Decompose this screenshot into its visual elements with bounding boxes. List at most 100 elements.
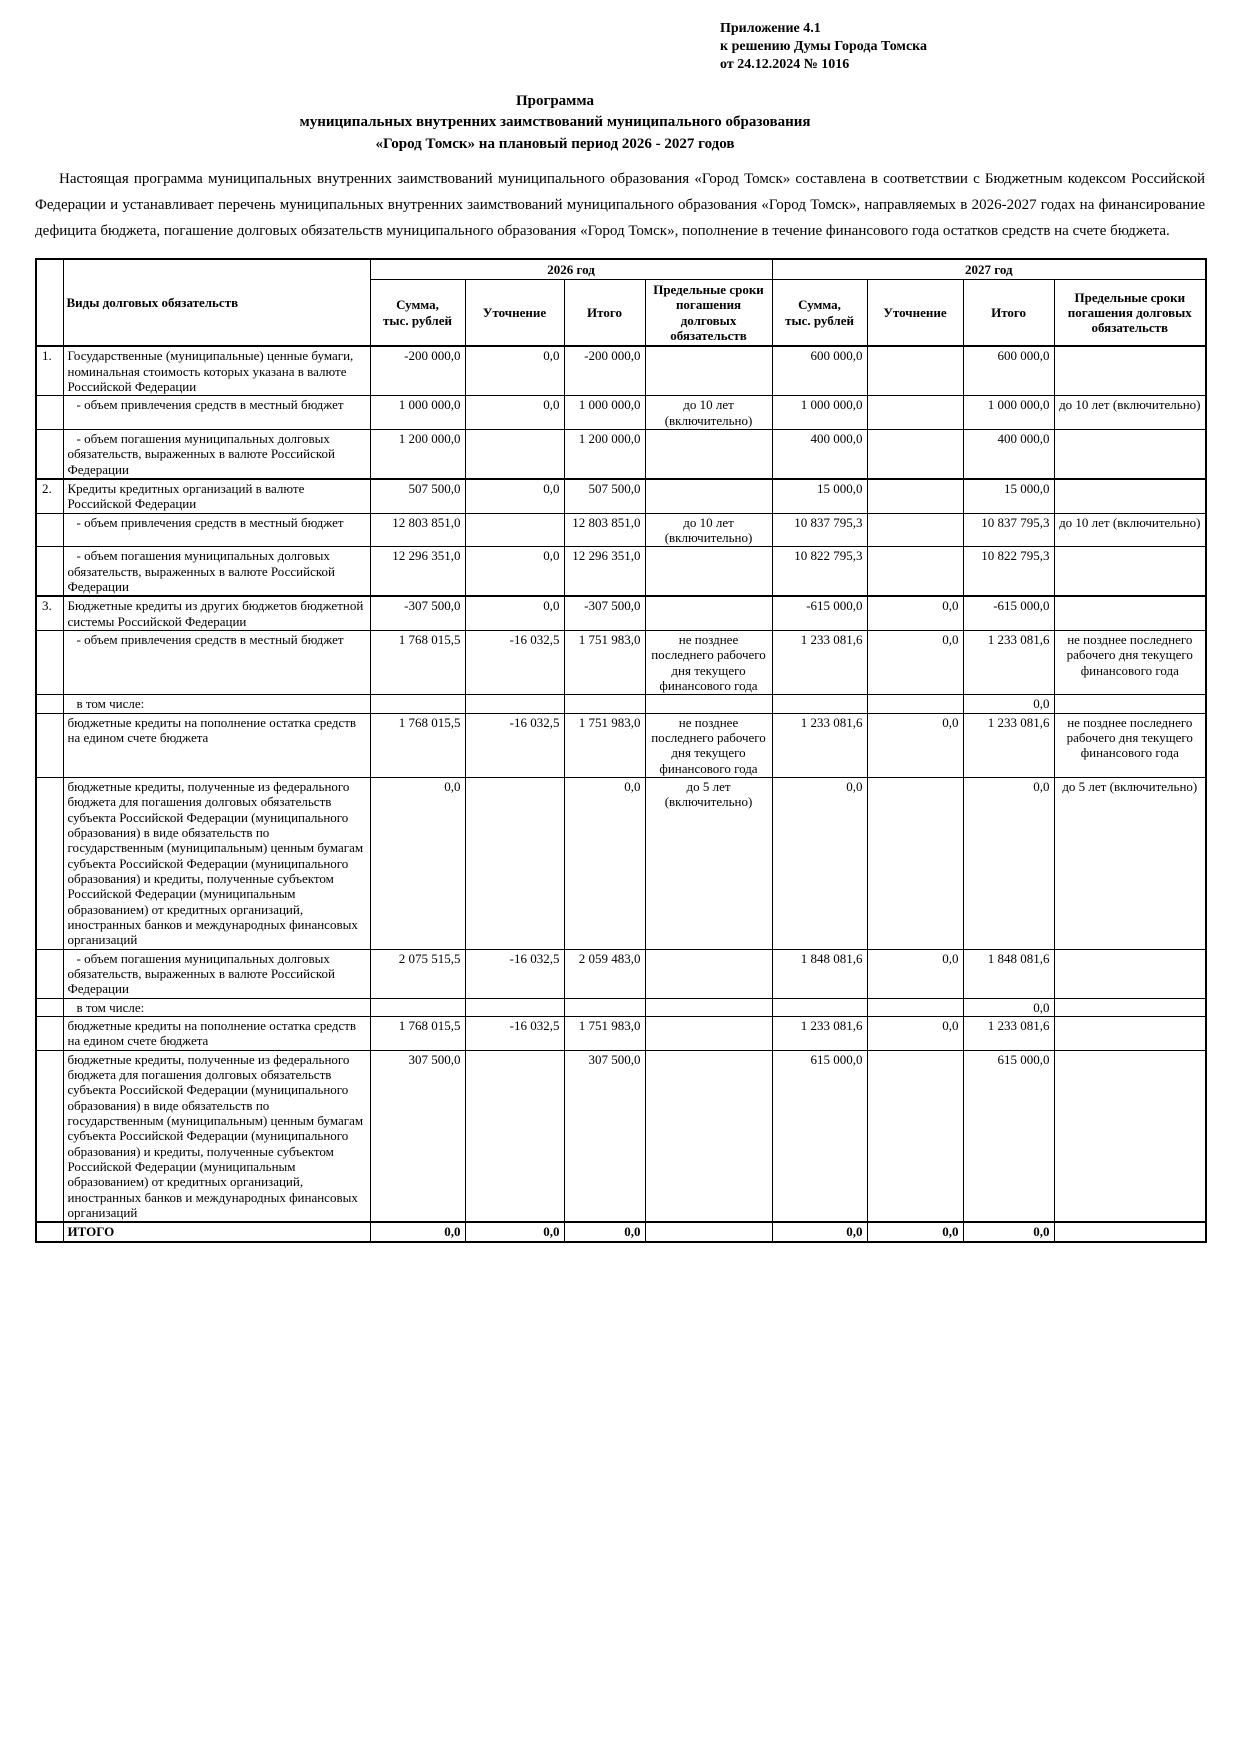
term-2026	[644, 694, 773, 714]
value-2027-total: 1 000 000,0	[962, 395, 1055, 431]
value-2026-clarification: -16 032,5	[464, 1015, 565, 1051]
value-2026-sum: 507 500,0	[369, 478, 466, 514]
value-2027-sum: 400 000,0	[771, 429, 868, 480]
value-2026-sum: 2 075 515,5	[369, 948, 466, 999]
value-2026-sum: 0,0	[369, 1221, 466, 1243]
value-2027-clarification: 0,0	[866, 948, 964, 999]
row-number	[35, 546, 64, 597]
table-row: - объем привлечения средств в местный бю…	[35, 395, 1207, 431]
term-2026: до 10 лет (включительно)	[644, 395, 773, 431]
value-2027-sum: -615 000,0	[771, 595, 868, 632]
row-label: - объем погашения муниципальных долговых…	[62, 429, 371, 480]
table-row: бюджетные кредиты, полученные из федерал…	[35, 1049, 1207, 1223]
value-2027-clarification: 0,0	[866, 630, 964, 696]
row-label: в том числе:	[62, 997, 371, 1017]
term-2027	[1053, 1015, 1207, 1051]
term-2026: не позднее последнего рабочего дня текущ…	[644, 630, 773, 696]
value-2027-sum: 1 233 081,6	[771, 712, 868, 778]
value-2027-total: 400 000,0	[962, 429, 1055, 480]
value-2027-sum	[771, 694, 868, 714]
value-2027-clarification	[866, 1049, 964, 1223]
table-row: - объем погашения муниципальных долговых…	[35, 948, 1207, 999]
value-2027-total: 10 837 795,3	[962, 512, 1055, 548]
table-body: 1. Государственные (муниципальные) ценные…	[35, 345, 1207, 1243]
value-2026-total: -200 000,0	[563, 345, 646, 397]
value-2027-total: 1 233 081,6	[962, 712, 1055, 778]
col-header-total-2027: Итого	[962, 279, 1055, 347]
document-page: Приложение 4.1 к решению Думы Города Том…	[35, 0, 1208, 1243]
row-label: - объем привлечения средств в местный бю…	[62, 630, 371, 696]
term-2026	[644, 948, 773, 999]
value-2026-clarification	[464, 1049, 565, 1223]
row-label: Бюджетные кредиты из других бюджетов бюд…	[62, 595, 371, 632]
value-2027-sum: 0,0	[771, 776, 868, 950]
value-2026-sum: 12 803 851,0	[369, 512, 466, 548]
value-2026-clarification: 0,0	[464, 595, 565, 632]
term-2026: до 5 лет (включительно)	[644, 776, 773, 950]
col-header-num	[35, 258, 64, 347]
value-2026-total: -307 500,0	[563, 595, 646, 632]
value-2027-clarification: 0,0	[866, 712, 964, 778]
value-2027-sum: 15 000,0	[771, 478, 868, 514]
value-2027-sum: 615 000,0	[771, 1049, 868, 1223]
table-row: в том числе: 0,0	[35, 997, 1207, 1017]
row-number	[35, 630, 64, 696]
term-2026: не позднее последнего рабочего дня текущ…	[644, 712, 773, 778]
row-number	[35, 948, 64, 999]
value-2026-clarification	[464, 512, 565, 548]
term-2026	[644, 595, 773, 632]
value-2026-total: 1 751 983,0	[563, 1015, 646, 1051]
term-2027	[1053, 948, 1207, 999]
row-number	[35, 1049, 64, 1223]
appendix-line-1: Приложение 4.1	[720, 21, 821, 36]
value-2026-clarification: 0,0	[464, 395, 565, 431]
col-header-sum-2027: Сумма, тыс. рублей	[771, 279, 868, 347]
value-2026-sum: 1 768 015,5	[369, 630, 466, 696]
row-label: ИТОГО	[62, 1221, 371, 1243]
value-2026-sum	[369, 694, 466, 714]
row-label: бюджетные кредиты, полученные из федерал…	[62, 1049, 371, 1223]
value-2026-clarification	[464, 997, 565, 1017]
value-2027-sum: 1 000 000,0	[771, 395, 868, 431]
row-number	[35, 694, 64, 714]
title-line-3: «Город Томск» на плановый период 2026 - …	[375, 136, 735, 153]
table-row: - объем погашения муниципальных долговых…	[35, 429, 1207, 480]
col-header-clarification-2026: Уточнение	[464, 279, 565, 347]
value-2027-total: 615 000,0	[962, 1049, 1055, 1223]
value-2026-sum: -200 000,0	[369, 345, 466, 397]
value-2027-clarification	[866, 395, 964, 431]
term-2027: не позднее последнего рабочего дня текущ…	[1053, 712, 1207, 778]
term-2026	[644, 546, 773, 597]
term-2027: до 10 лет (включительно)	[1053, 512, 1207, 548]
row-label: - объем погашения муниципальных долговых…	[62, 948, 371, 999]
value-2026-total: 1 000 000,0	[563, 395, 646, 431]
table-row: 3. Бюджетные кредиты из других бюджетов б…	[35, 595, 1207, 632]
value-2026-total	[563, 694, 646, 714]
value-2026-total: 2 059 483,0	[563, 948, 646, 999]
value-2027-total: 10 822 795,3	[962, 546, 1055, 597]
intro-paragraph: Настоящая программа муниципальных внутре…	[35, 170, 1205, 239]
table-row: бюджетные кредиты, полученные из федерал…	[35, 776, 1207, 950]
value-2026-sum: 12 296 351,0	[369, 546, 466, 597]
value-2026-sum: -307 500,0	[369, 595, 466, 632]
col-header-year-2027: 2027 год	[771, 258, 1207, 281]
value-2027-clarification: 0,0	[866, 1221, 964, 1243]
value-2027-sum: 600 000,0	[771, 345, 868, 397]
value-2027-total: 1 233 081,6	[962, 1015, 1055, 1051]
row-label: в том числе:	[62, 694, 371, 714]
value-2027-clarification	[866, 776, 964, 950]
term-2027	[1053, 1221, 1207, 1243]
value-2027-sum: 10 822 795,3	[771, 546, 868, 597]
col-header-sum-2026: Сумма, тыс. рублей	[369, 279, 466, 347]
value-2026-clarification: 0,0	[464, 345, 565, 397]
term-2027	[1053, 694, 1207, 714]
col-header-types: Виды долговых обязательств	[62, 258, 371, 347]
row-label: Государственные (муниципальные) ценные б…	[62, 345, 371, 397]
value-2026-sum: 0,0	[369, 776, 466, 950]
value-2026-sum: 307 500,0	[369, 1049, 466, 1223]
term-2027	[1053, 546, 1207, 597]
value-2026-total	[563, 997, 646, 1017]
value-2026-total: 1 751 983,0	[563, 630, 646, 696]
row-label: - объем привлечения средств в местный бю…	[62, 395, 371, 431]
value-2026-clarification: -16 032,5	[464, 712, 565, 778]
